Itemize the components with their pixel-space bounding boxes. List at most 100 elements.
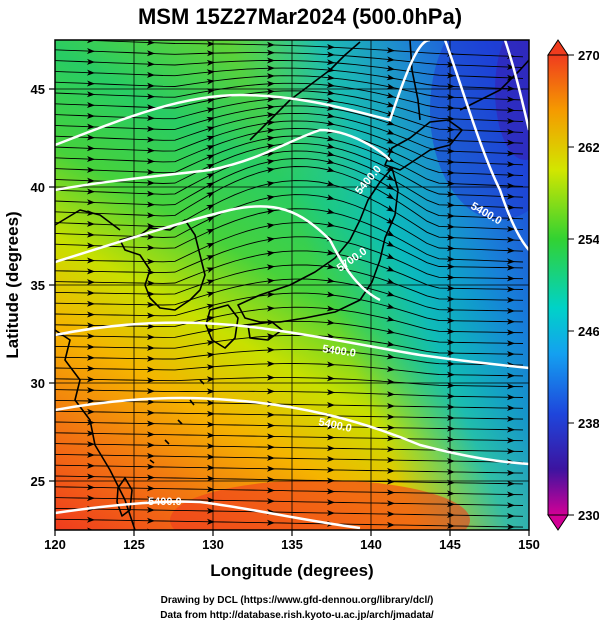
streamline-arrow: [206, 352, 215, 359]
streamline-arrow: [506, 383, 515, 390]
streamline-arrow: [506, 426, 515, 433]
streamline-arrow: [266, 167, 275, 174]
streamline-arrow: [446, 72, 455, 79]
streamline-arrow: [146, 115, 155, 122]
streamline-arrow: [506, 128, 515, 135]
contour-line: [443, 40, 529, 251]
streamline-arrow: [506, 96, 515, 103]
streamline-arrow: [86, 199, 95, 206]
streamline-arrow: [506, 107, 515, 114]
streamline-arrow: [506, 448, 515, 455]
streamline-arrow: [266, 143, 275, 150]
streamline-arrow: [206, 173, 215, 180]
streamline-arrow: [146, 312, 155, 319]
streamline-arrow: [386, 230, 395, 237]
streamline-arrow: [386, 253, 395, 259]
streamline-arrow: [387, 533, 395, 539]
streamline-arrow: [146, 147, 155, 154]
streamline-arrow: [146, 280, 155, 287]
streamline-arrow: [386, 489, 395, 496]
streamline-arrow: [146, 431, 155, 438]
colorbar-tick-label: 262: [578, 140, 599, 155]
streamline-arrow: [146, 179, 155, 186]
streamline-arrow: [326, 510, 335, 517]
streamline-arrow: [446, 382, 455, 389]
contour-line: [55, 396, 529, 466]
streamline-arrow: [386, 353, 395, 360]
colorbar-tick-label: 230: [578, 508, 599, 523]
x-tick-label: 135: [281, 537, 303, 552]
contour-line: [55, 205, 381, 302]
streamline: [55, 49, 524, 69]
streamline-arrow: [506, 437, 515, 444]
streamline-arrow: [506, 513, 515, 520]
streamline-arrow: [506, 394, 515, 401]
streamline-arrow: [386, 265, 395, 272]
streamline-arrow: [86, 516, 95, 523]
streamline-arrow: [86, 231, 95, 238]
streamline-arrow: [326, 456, 335, 463]
streamline-arrow: [266, 158, 275, 165]
streamline-arrow: [326, 97, 335, 104]
colorbar-top-triangle: [547, 39, 569, 56]
streamline-arrow: [206, 421, 215, 428]
streamline: [55, 306, 524, 334]
x-axis: 120 125 130 135 140 145 150: [44, 530, 540, 552]
streamline-arrow: [446, 169, 455, 176]
streamline-arrow: [446, 212, 455, 219]
streamline-arrow: [446, 490, 455, 497]
coastline-hokkaido: [384, 119, 463, 171]
streamline-arrow: [266, 49, 275, 56]
streamline-arrow: [326, 319, 335, 326]
x-tick-label: 140: [360, 537, 382, 552]
streamline-arrow: [206, 97, 215, 104]
streamline-arrow: [446, 317, 455, 324]
colorbar-tick-label: 238: [578, 416, 599, 431]
streamline-arrow: [86, 188, 95, 195]
streamline: [55, 389, 524, 398]
streamline-arrow: [206, 228, 215, 235]
streamline-arrow: [386, 278, 395, 284]
streamline-arrow: [326, 402, 335, 409]
streamline-arrow: [206, 410, 215, 417]
streamline: [55, 127, 524, 177]
colorbar-tick-label: 254: [578, 232, 599, 247]
coastline-russia: [249, 40, 529, 141]
contour-line: [55, 500, 361, 530]
streamline-arrow: [266, 454, 275, 461]
streamline-arrow: [326, 208, 335, 215]
streamline-arrow: [506, 204, 515, 211]
streamline-arrow: [146, 420, 155, 427]
streamline-arrow: [86, 322, 95, 329]
streamline-arrow: [326, 59, 335, 66]
streamline-arrow: [386, 240, 395, 247]
streamline-arrow: [146, 517, 155, 524]
streamline-arrow: [86, 462, 95, 469]
streamline-arrow: [206, 376, 215, 383]
streamline: [55, 453, 524, 463]
streamline-arrow: [86, 279, 95, 286]
streamline-arrow: [506, 182, 515, 189]
streamline: [55, 320, 524, 344]
streamline-arrow: [506, 63, 515, 70]
streamline-arrow: [86, 484, 95, 491]
streamline-arrow: [446, 285, 455, 292]
streamline-arrow: [266, 519, 275, 526]
streamline: [55, 158, 524, 220]
streamline: [55, 82, 524, 112]
streamline-arrow: [386, 435, 395, 442]
streamline-arrow: [326, 477, 335, 484]
streamline-arrow: [327, 532, 335, 538]
streamline-arrow: [326, 434, 335, 441]
streamline-arrow: [386, 137, 395, 144]
y-axis-label: Latitude (degrees): [3, 211, 22, 358]
streamline-arrow: [446, 360, 455, 367]
streamline-arrow: [266, 278, 275, 285]
streamline-arrow: [326, 74, 335, 81]
x-tick-label: 145: [439, 537, 461, 552]
y-axis: 25 30 35 40 45: [31, 82, 55, 489]
streamline-arrow: [386, 74, 395, 81]
streamline-arrow: [446, 126, 455, 133]
streamline-arrow: [266, 135, 275, 142]
streamline-arrow: [146, 388, 155, 395]
